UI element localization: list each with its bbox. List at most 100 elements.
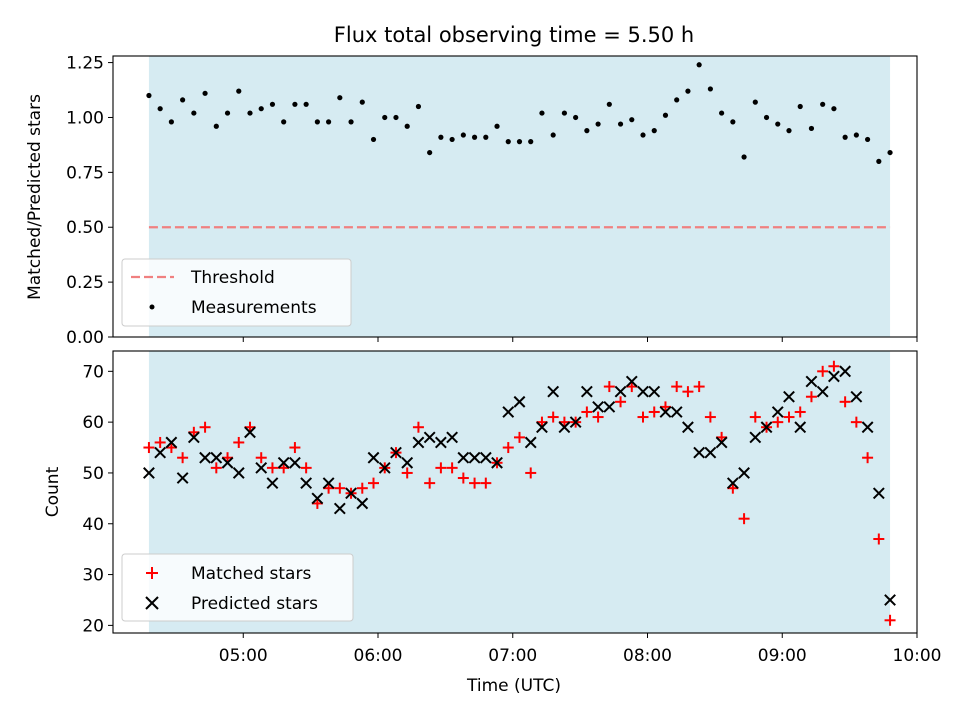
predicted-star-point-stroke [524, 436, 537, 449]
predicted-star-point [232, 467, 245, 479]
top-y-ticks: 0.00 0.25 0.50 0.75 1.00 1.25 [66, 54, 113, 348]
measurement-point [359, 99, 365, 105]
predicted-star-point-stroke [210, 451, 223, 464]
matched-star-point [884, 614, 896, 626]
matched-star-point [469, 477, 481, 489]
measurement-point [224, 110, 231, 116]
bottom-x-tick-label: 09:00 [758, 646, 807, 666]
predicted-star-point [244, 426, 256, 439]
matched-star-point [839, 396, 851, 408]
matched-star-point [154, 436, 166, 448]
measurement-point [370, 136, 377, 143]
measurement-point [528, 139, 534, 145]
matched-star-point [659, 401, 671, 413]
bottom-predicted-points [143, 365, 896, 606]
measurement-point [876, 158, 882, 164]
bottom-y-tick-label: 20 [82, 616, 104, 636]
predicted-star-point-stroke [816, 385, 829, 398]
predicted-star-point [165, 436, 178, 449]
predicted-star-point-stroke [715, 436, 728, 449]
matched-star-point [502, 442, 514, 454]
predicted-star-point [659, 406, 672, 418]
matched-star-point [817, 365, 829, 377]
predicted-star-point [356, 497, 369, 510]
measurement-point [281, 119, 287, 125]
predicted-star-point [839, 365, 852, 378]
predicted-star-point [513, 395, 526, 408]
predicted-star-point [333, 502, 346, 515]
matched-star-point [547, 411, 559, 423]
measurement-point [853, 132, 859, 138]
predicted-star-point-stroke [603, 400, 616, 413]
predicted-star-point [614, 385, 627, 398]
measurement-point [864, 136, 871, 143]
measurement-point [539, 110, 545, 116]
predicted-star-point [861, 421, 874, 434]
matched-star-point [244, 421, 256, 433]
predicted-star-point-stroke [345, 487, 357, 500]
bottom-axes-frame [112, 350, 918, 634]
predicted-star-point [199, 451, 211, 464]
predicted-star-point [749, 431, 762, 444]
matched-star-point [850, 416, 862, 428]
predicted-star-point-stroke [502, 406, 515, 418]
predicted-star-point-stroke [592, 400, 605, 413]
measurement-point [382, 114, 388, 121]
predicted-star-point-stroke [434, 436, 447, 449]
predicted-star-point-stroke [794, 421, 807, 434]
bottom-y-ticks: 20 30 40 50 60 70 [82, 362, 113, 636]
predicted-star-point-stroke [648, 385, 661, 398]
bottom-y-tick-label: 50 [82, 464, 104, 484]
predicted-star-point [682, 421, 694, 434]
measurement-point [797, 103, 803, 110]
predicted-star-point [255, 461, 268, 474]
predicted-star-point-stroke [491, 456, 503, 469]
predicted-star-point-stroke [625, 375, 638, 388]
matched-star-point [536, 416, 548, 428]
matched-star-point [727, 482, 739, 494]
matched-star-point [188, 426, 200, 438]
matched-star-point [300, 462, 312, 474]
predicted-star-point-stroke [468, 451, 481, 464]
predicted-star-point-stroke [311, 492, 324, 505]
bottom-y-axis-label: Count [43, 466, 63, 517]
bottom-x-tick-label: 06:00 [354, 646, 403, 666]
predicted-star-point [187, 431, 200, 444]
measurement-point [516, 139, 523, 145]
predicted-star-point-stroke [659, 406, 672, 418]
measurement-point [696, 62, 702, 68]
matched-star-point [177, 452, 189, 464]
predicted-star-point-stroke [390, 446, 402, 459]
matched-star-point [637, 411, 649, 423]
matched-star-point [592, 411, 604, 423]
predicted-star-point-stroke [861, 421, 874, 434]
predicted-star-point-stroke [682, 421, 694, 434]
measurement-point [303, 101, 309, 107]
predicted-star-point-stroke [232, 467, 245, 479]
top-x-ticks [242, 337, 918, 342]
matched-star-point [716, 431, 728, 443]
matched-star-point [457, 472, 469, 484]
measurement-point [427, 149, 433, 156]
matched-star-point [356, 482, 368, 494]
predicted-star-point-stroke [513, 395, 526, 408]
matched-star-point [233, 436, 245, 448]
matched-star-point [401, 467, 413, 479]
measurement-point [651, 128, 657, 134]
predicted-star-point-stroke [446, 431, 459, 444]
matched-star-point [255, 452, 267, 464]
measurement-point [494, 123, 500, 129]
predicted-star-point [637, 385, 649, 398]
matched-star-point [794, 406, 806, 418]
legend-measurements-label: Measurements [191, 298, 317, 318]
measurement-point [180, 97, 186, 103]
predicted-star-point-stroke [738, 467, 750, 479]
predicted-star-point [154, 446, 167, 459]
measurement-point [808, 125, 815, 132]
predicted-star-point-stroke [401, 456, 414, 469]
predicted-star-point-stroke [580, 385, 593, 398]
predicted-star-point-stroke [333, 502, 346, 515]
predicted-star-point [738, 467, 750, 479]
predicted-star-point [771, 406, 784, 418]
predicted-star-point-stroke [872, 487, 885, 500]
